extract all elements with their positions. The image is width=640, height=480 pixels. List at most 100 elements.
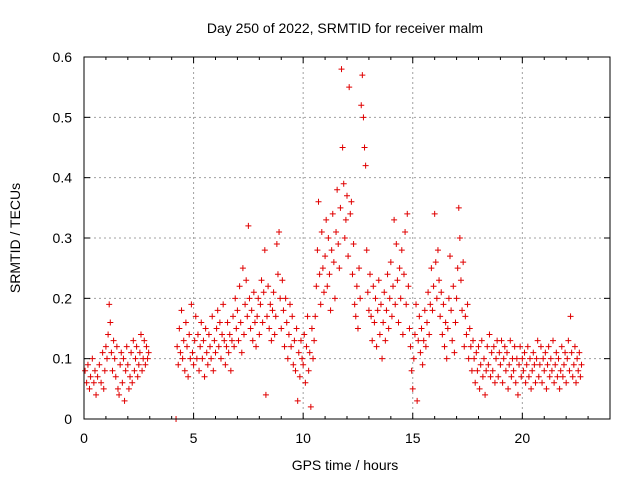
data-point (187, 355, 194, 362)
data-point (135, 361, 142, 368)
data-point (445, 295, 452, 302)
data-point (129, 379, 136, 386)
data-point (406, 325, 413, 332)
data-point (292, 367, 299, 374)
data-point (232, 295, 239, 302)
data-point (326, 271, 333, 278)
data-point (434, 247, 441, 254)
data-point (313, 283, 320, 290)
data-point (524, 343, 531, 350)
data-point (277, 295, 284, 302)
data-point (143, 343, 150, 350)
data-point (463, 331, 470, 338)
data-point (251, 319, 258, 326)
data-point (98, 379, 105, 386)
data-point (202, 325, 209, 332)
x-tick-label: 0 (80, 430, 88, 446)
data-point (543, 385, 550, 392)
data-point (114, 385, 121, 392)
data-point (250, 289, 257, 296)
data-point (177, 349, 184, 356)
data-point (205, 331, 212, 338)
data-point (496, 349, 503, 356)
data-point (121, 397, 128, 404)
data-point (243, 277, 250, 284)
data-point (300, 361, 307, 368)
data-point (119, 379, 126, 386)
data-point (219, 331, 226, 338)
data-point (265, 283, 272, 290)
data-point (224, 319, 231, 326)
data-point (422, 343, 429, 350)
data-point (518, 373, 525, 380)
data-point (306, 349, 313, 356)
data-point (529, 367, 536, 374)
data-point (540, 355, 547, 362)
data-point (268, 337, 275, 344)
data-point (258, 277, 265, 284)
data-point (179, 355, 186, 362)
data-point (383, 307, 390, 314)
data-point (132, 355, 139, 362)
data-point (289, 313, 296, 320)
data-point (204, 361, 211, 368)
data-point (273, 241, 280, 248)
data-point (311, 337, 318, 344)
y-tick-label: 0.2 (53, 290, 73, 306)
data-point (531, 361, 538, 368)
data-point (384, 271, 391, 278)
data-point (471, 355, 478, 362)
data-point (421, 307, 428, 314)
data-point (185, 373, 192, 380)
data-point (242, 301, 249, 308)
data-point (499, 379, 506, 386)
data-point (411, 331, 418, 338)
data-point (426, 331, 433, 338)
data-point (368, 313, 375, 320)
data-point (525, 373, 532, 380)
data-point (347, 210, 354, 217)
data-point (99, 349, 106, 356)
data-point (541, 367, 548, 374)
data-point (360, 114, 367, 121)
x-axis-label: GPS time / hours (292, 457, 399, 473)
data-point (315, 198, 322, 205)
data-point (249, 337, 256, 344)
data-point (507, 337, 514, 344)
data-point (453, 295, 460, 302)
data-point (184, 343, 191, 350)
data-point (571, 343, 578, 350)
data-point (377, 301, 384, 308)
data-point (468, 367, 475, 374)
data-point (101, 367, 108, 374)
data-point (264, 313, 271, 320)
data-point (319, 265, 326, 272)
data-point (397, 295, 404, 302)
data-point (335, 241, 342, 248)
data-point (189, 349, 196, 356)
data-point (474, 367, 481, 374)
data-point (382, 337, 389, 344)
data-point (545, 343, 552, 350)
data-point (566, 367, 573, 374)
data-point (327, 307, 334, 314)
data-point (420, 337, 427, 344)
data-point (174, 343, 181, 350)
data-point (428, 265, 435, 272)
data-point (516, 361, 523, 368)
data-point (419, 361, 426, 368)
data-point (317, 301, 324, 308)
data-point (247, 325, 254, 332)
data-point (553, 349, 560, 356)
data-point (510, 367, 517, 374)
data-point (178, 307, 185, 314)
data-point (443, 355, 450, 362)
data-point (336, 265, 343, 272)
data-point (462, 313, 469, 320)
data-point (558, 343, 565, 350)
data-point (575, 367, 582, 374)
data-point (356, 265, 363, 272)
data-point (440, 301, 447, 308)
data-point (402, 228, 409, 235)
data-point (310, 355, 317, 362)
